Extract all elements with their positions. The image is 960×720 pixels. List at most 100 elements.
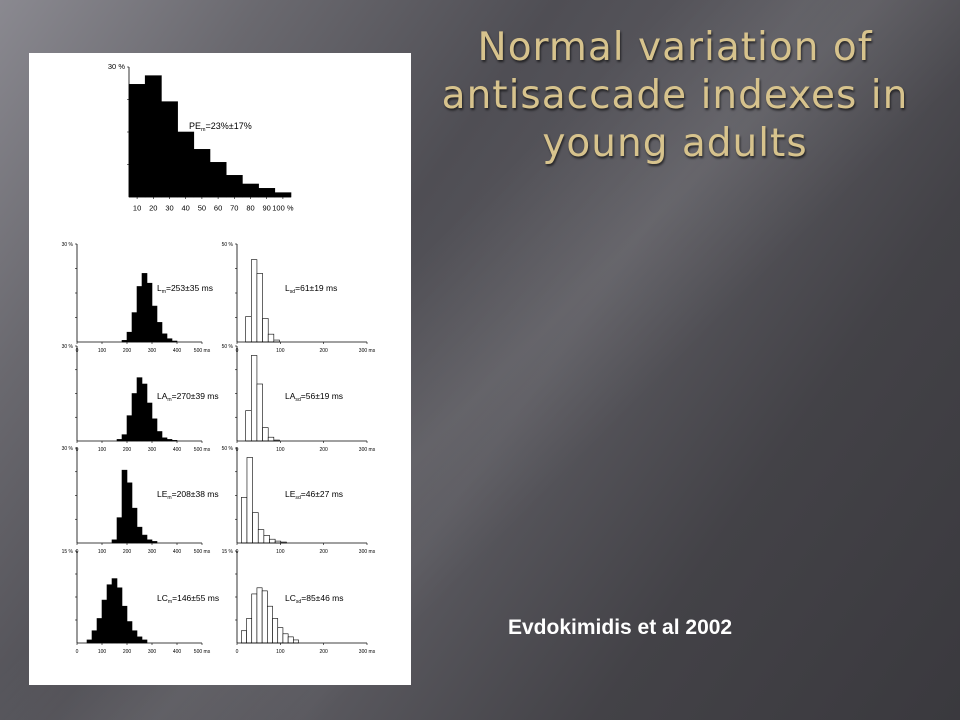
lcm-bar-9: [131, 630, 138, 644]
lam-bar-9: [161, 437, 168, 442]
lam-x-tick-label-3: 300: [148, 447, 157, 453]
lasd-bar-2: [256, 383, 263, 442]
lcm-x-tick-label-2: 200: [123, 649, 132, 655]
lasd-bar-0: [245, 410, 252, 442]
lem-bar-3: [126, 482, 133, 544]
lam-bar-5: [141, 383, 148, 442]
lm-bar-3: [136, 286, 143, 343]
lsd-bar-4: [267, 333, 275, 343]
pe-x-tick-label-7: 80: [246, 204, 254, 213]
lsd-x-tick-label-1: 100: [276, 348, 285, 354]
lm-x-tick-label-2: 200: [123, 348, 132, 354]
lm-bar-1: [126, 331, 133, 343]
lasd-bar-3: [262, 427, 269, 442]
lem-x-tick-label-4: 400: [173, 549, 182, 555]
lcm-annotation: LCm=146±55 ms: [157, 593, 219, 605]
lcm-bar-11: [141, 639, 148, 644]
pe-bar-1: [144, 75, 162, 198]
pe-x-tick-label-9: 100 %: [272, 204, 294, 213]
lasd-bar-1: [251, 355, 258, 442]
lcm-bar-6: [116, 587, 123, 644]
pe-bar-3: [177, 131, 195, 198]
lesd-y-tick-label: 50 %: [222, 446, 234, 452]
lcm-bar-8: [126, 621, 133, 644]
lam-x-tick-label-5: 500 ms: [194, 447, 211, 453]
lm-bar-5: [146, 282, 153, 343]
lcm-x-tick-label-1: 100: [98, 649, 107, 655]
lem-bar-5: [136, 526, 143, 544]
lem-x-tick-label-3: 300: [148, 549, 157, 555]
pe-x-tick-label-1: 20: [149, 204, 157, 213]
lesd-bar-3: [257, 529, 265, 544]
lcm-bar-2: [96, 618, 103, 644]
pe-x-tick-label-5: 60: [214, 204, 222, 213]
lem-x-tick-label-1: 100: [98, 549, 107, 555]
lcsd-bar-2: [251, 593, 258, 644]
lam-bar-3: [131, 393, 138, 442]
lsd-y-tick-label: 50 %: [222, 242, 234, 248]
lcm-bar-5: [111, 578, 118, 644]
lem-y-tick-label: 30 %: [62, 446, 74, 452]
lm-x-tick-label-1: 100: [98, 348, 107, 354]
lcsd-bar-5: [267, 605, 273, 644]
lm-bar-4: [141, 273, 148, 343]
lm-annotation: Lm=253±35 ms: [157, 283, 213, 295]
lasd-x-tick-label-2: 200: [319, 447, 328, 453]
lesd-bar-2: [252, 512, 259, 544]
pe-bar-7: [242, 183, 259, 198]
lem-annotation: LEm=208±38 ms: [157, 489, 219, 501]
lesd-bar-1: [246, 457, 253, 544]
lcm-bar-1: [91, 630, 98, 644]
pe-x-tick-label-2: 30: [165, 204, 173, 213]
histograms-figure: 30 % 10 20 30 40 50 60 70 80 90 100 % PEm=23%±17% 30…: [62, 62, 376, 655]
lcsd-bar-0: [241, 630, 247, 644]
pe-bar-9: [274, 192, 292, 198]
lsd-bar-0: [245, 316, 252, 343]
lesd-bar-4: [263, 535, 270, 544]
lcm-bar-0: [86, 639, 93, 644]
pe-bar-6: [225, 175, 243, 198]
lcsd-bar-8: [282, 633, 289, 644]
lasd-annotation: LAsd=56±19 ms: [285, 391, 343, 403]
lsd-bar-1: [251, 259, 258, 343]
lcsd-bar-6: [272, 618, 279, 644]
lcsd-bar-7: [277, 627, 284, 644]
lcsd-x-tick-label-3: 300 ms: [359, 649, 376, 655]
lsd-x-tick-label-3: 300 ms: [359, 348, 376, 354]
lem-bar-4: [131, 507, 138, 544]
citation: Evdokimidis et al 2002: [508, 616, 733, 639]
lcsd-y-tick-label: 15 %: [222, 549, 234, 555]
lcsd-x-tick-label-0: 0: [236, 649, 239, 655]
lam-bar-8: [156, 431, 163, 442]
pe-x-tick-label-3: 40: [182, 204, 190, 213]
lasd-bar-4: [267, 436, 275, 442]
lasd-y-tick-label: 50 %: [222, 344, 234, 350]
lm-bar-9: [166, 338, 173, 343]
lm-x-tick-label-5: 500 ms: [194, 348, 211, 354]
lam-y-tick-label: 30 %: [62, 344, 74, 350]
pe-x-tick-label-0: 10: [133, 204, 141, 213]
lcm-y-tick-label: 15 %: [62, 549, 74, 555]
lcsd-bar-3: [256, 587, 263, 644]
lm-x-tick-label-3: 300: [148, 348, 157, 354]
lsd-annotation: Lsd=61±19 ms: [285, 283, 337, 295]
lcm-x-tick-label-5: 500 ms: [194, 649, 211, 655]
lm-y-tick-label: 30 %: [62, 242, 74, 248]
lem-bar-1: [116, 517, 123, 544]
lcm-bar-7: [121, 605, 128, 644]
lsd-bar-2: [256, 273, 263, 343]
lm-bar-2: [131, 312, 138, 343]
pe-bar-2: [161, 101, 178, 198]
lem-x-tick-label-2: 200: [123, 549, 132, 555]
lesd-x-tick-label-1: 100: [276, 549, 285, 555]
lam-x-tick-label-1: 100: [98, 447, 107, 453]
lm-bar-6: [151, 305, 158, 343]
lcsd-bar-10: [293, 639, 299, 644]
lcm-bar-3: [101, 599, 108, 644]
lam-x-tick-label-4: 400: [173, 447, 182, 453]
lcsd-x-tick-label-1: 100: [276, 649, 285, 655]
pe-y-tick-label: 30 %: [108, 62, 125, 71]
pe-bar-8: [258, 188, 276, 198]
lcm-x-tick-label-3: 300: [148, 649, 157, 655]
lesd-x-tick-label-2: 200: [319, 549, 328, 555]
